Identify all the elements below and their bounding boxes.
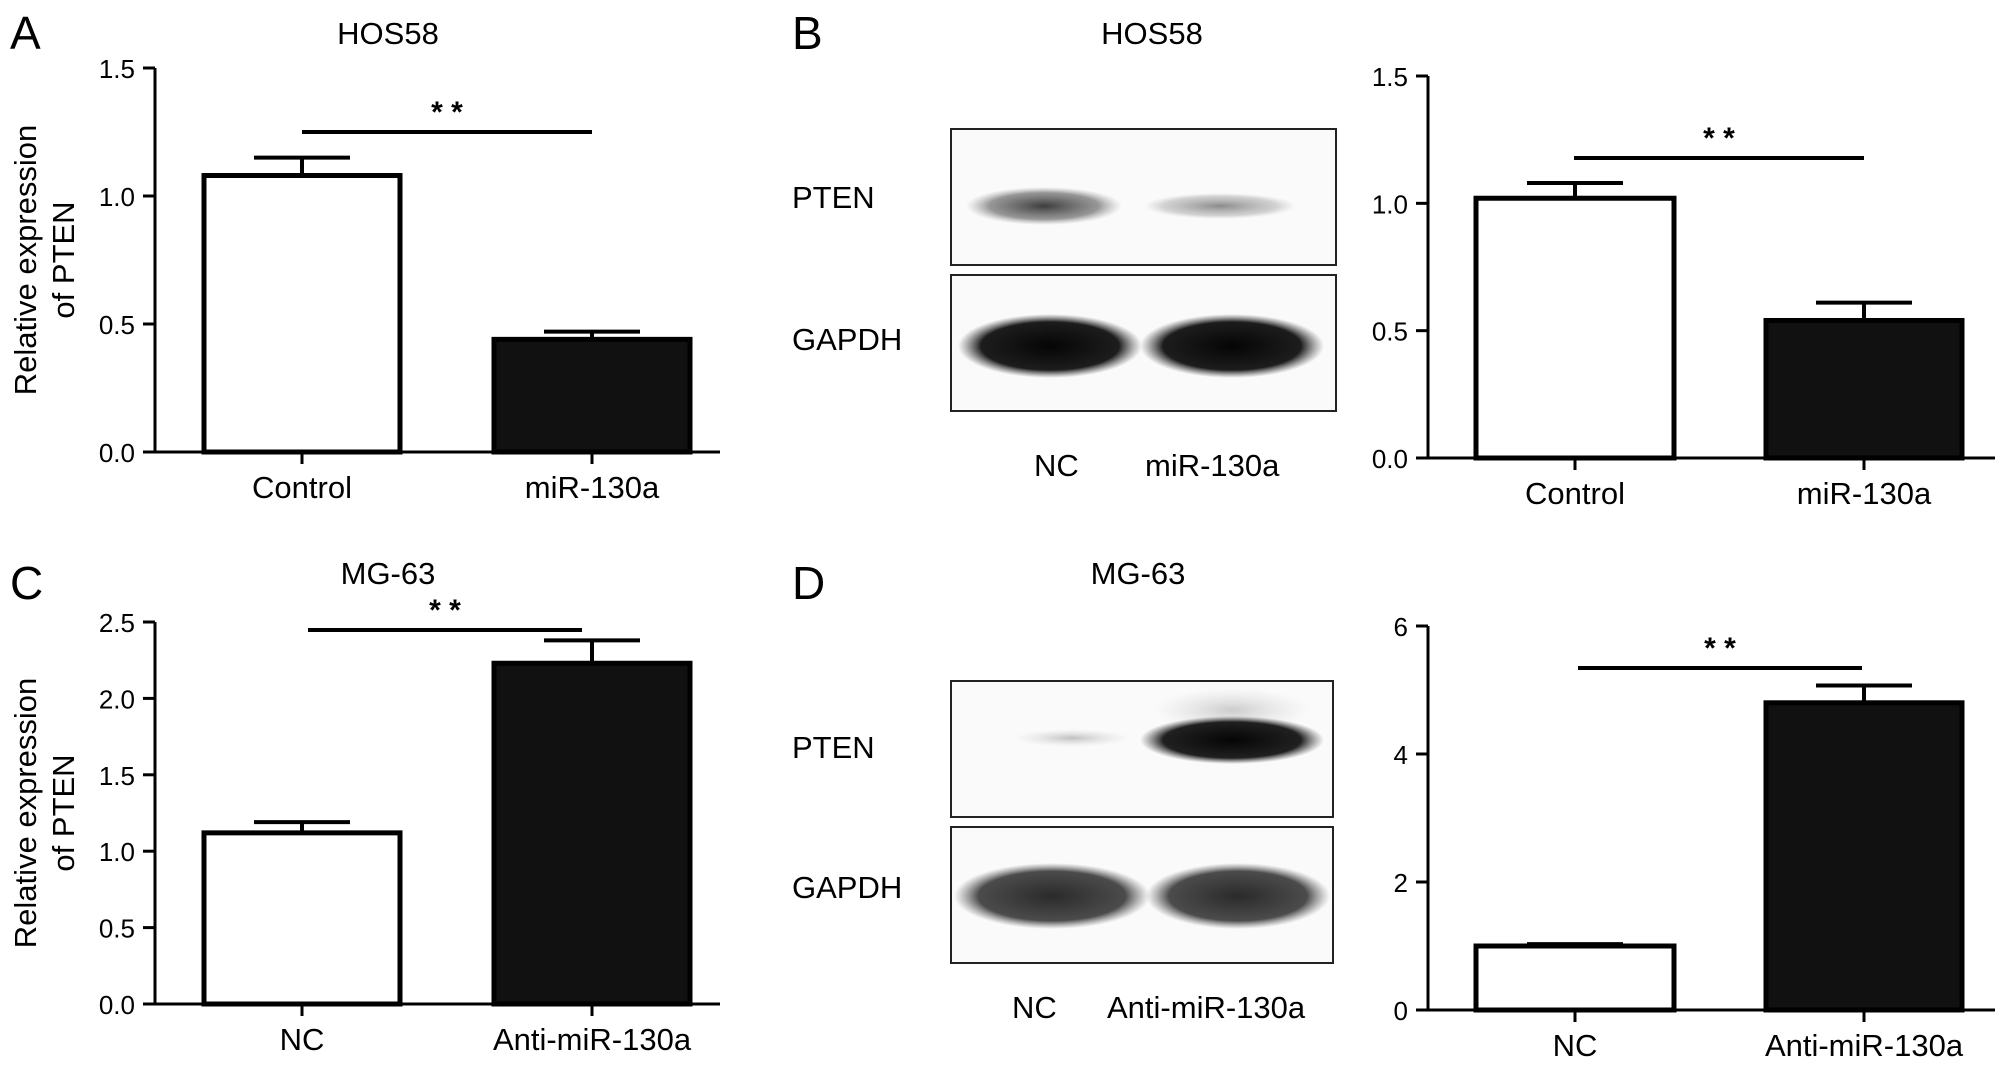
y-tick-label: 2.0 (99, 684, 135, 714)
band-pten-nc (966, 187, 1122, 225)
chart-c: 0.0 0.5 1.0 1.5 2.0 2.5 NC Anti-miR-130a * * Rela… (8, 594, 720, 1057)
significance-label: * * (429, 594, 461, 627)
y-tick-label: 0.5 (99, 914, 135, 944)
blot-d-lane-nc: NC (1012, 990, 1057, 1025)
band-pten-mir130a (1144, 193, 1296, 219)
y-axis-label-line: of PTEN (46, 201, 81, 318)
band-pten-anti (1140, 716, 1324, 764)
x-tick-label: miR-130a (1797, 476, 1932, 511)
y-tick-label: 1.0 (1372, 189, 1408, 219)
x-tick-label: Control (252, 470, 352, 505)
bar (491, 660, 693, 1007)
panel-letter-c: C (10, 557, 44, 609)
band-gapdh-nc (954, 863, 1150, 929)
y-axis-label-line: Relative expression (8, 678, 43, 949)
blot-d-gapdh-bands (954, 863, 1330, 929)
panel-letter-d: D (792, 557, 826, 609)
y-tick-label: 0.5 (99, 310, 135, 340)
chart-b: 0.0 0.5 1.0 1.5 Control miR-130a * * (1372, 62, 1995, 511)
panel-d-title: MG-63 (1090, 556, 1186, 591)
bar (201, 173, 403, 455)
panel-a-title: HOS58 (337, 16, 439, 51)
x-tick-label: miR-130a (525, 470, 660, 505)
bar (201, 830, 403, 1007)
y-tick-label: 1.5 (99, 54, 135, 84)
blot-d-row-label-gapdh: GAPDH (792, 870, 903, 905)
blot-b-pten-bands (966, 187, 1296, 225)
band-pten-nc (1014, 729, 1130, 747)
blot-b-row-label-gapdh: GAPDH (792, 322, 903, 357)
significance-label: * * (431, 96, 463, 129)
y-tick-label: 1.0 (99, 837, 135, 867)
x-tick-label: NC (280, 1022, 325, 1057)
blot-d-pten-bands (1014, 688, 1324, 764)
y-tick-label: 2 (1394, 868, 1408, 898)
significance-label: * * (1704, 632, 1736, 665)
significance-label: * * (1703, 122, 1735, 155)
y-tick-label: 0.0 (99, 438, 135, 468)
band-gapdh-nc (958, 314, 1142, 378)
panel-letter-a: A (10, 7, 41, 59)
y-tick-label: 4 (1394, 740, 1408, 770)
blot-b-lane-nc: NC (1034, 448, 1079, 483)
chart-d: 0 2 4 6 NC Anti-miR-130a * * (1394, 612, 1995, 1063)
blot-d-gapdh-strip (950, 826, 1334, 964)
bar (491, 336, 693, 455)
y-tick-label: 0.0 (1372, 444, 1408, 474)
blot-b-gapdh-strip (950, 274, 1337, 412)
y-tick-label: 0 (1394, 996, 1408, 1026)
x-tick-label: NC (1553, 1028, 1598, 1063)
band-gapdh-anti (1146, 863, 1330, 929)
band-gapdh-mir130a (1140, 314, 1324, 378)
x-tick-label: Control (1525, 476, 1625, 511)
x-tick-label: Anti-miR-130a (1765, 1028, 1964, 1063)
y-tick-label: 0.0 (99, 990, 135, 1020)
y-tick-label: 0.5 (1372, 317, 1408, 347)
y-tick-label: 1.0 (99, 182, 135, 212)
bar (1763, 317, 1965, 461)
y-axis-label-line: Relative expression (8, 125, 43, 396)
blot-b-row-label-pten: PTEN (792, 180, 875, 215)
blot-b-pten-strip (950, 128, 1337, 266)
blot-d-pten-strip (950, 680, 1334, 818)
y-tick-label: 1.5 (1372, 62, 1408, 92)
x-tick-label: Anti-miR-130a (493, 1022, 692, 1057)
blot-b-lane-mir130a: miR-130a (1145, 448, 1280, 483)
y-tick-label: 1.5 (99, 761, 135, 791)
blot-d-lane-anti-mir130a: Anti-miR-130a (1107, 990, 1306, 1025)
chart-a: 0.0 0.5 1.0 1.5 Control miR-130a * * Relative e… (8, 54, 720, 505)
blot-b-gapdh-bands (958, 314, 1324, 378)
y-tick-label: 2.5 (99, 608, 135, 638)
y-axis-label: Relative expressionof PTEN (8, 125, 81, 396)
bar (1473, 195, 1677, 461)
blot-d-row-label-pten: PTEN (792, 730, 875, 765)
panel-b-title: HOS58 (1101, 16, 1203, 51)
y-tick-label: 6 (1394, 612, 1408, 642)
panel-c-title: MG-63 (340, 556, 436, 591)
panel-letter-b: B (792, 7, 823, 59)
y-axis-label-line: of PTEN (46, 754, 81, 871)
bar (1473, 943, 1677, 1013)
bar (1763, 700, 1965, 1013)
y-axis-label: Relative expressionof PTEN (8, 678, 81, 949)
